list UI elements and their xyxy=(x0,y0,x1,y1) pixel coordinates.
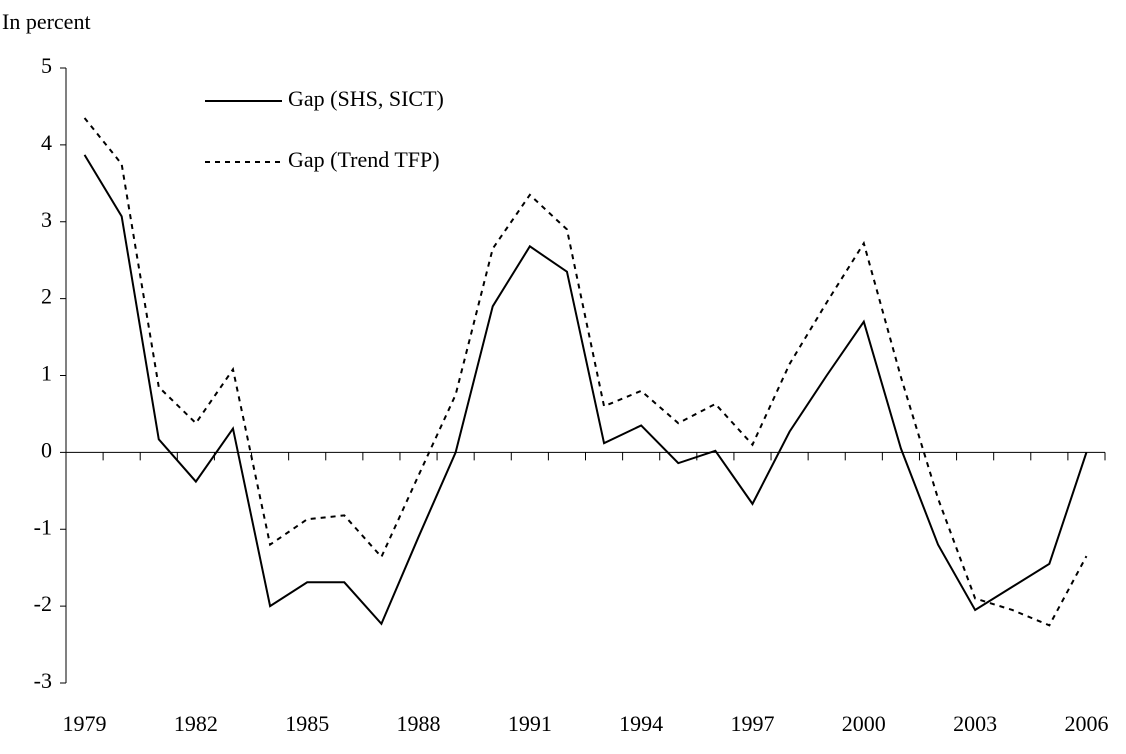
y-tick-label: 2 xyxy=(41,284,52,309)
x-tick-label: 2006 xyxy=(1064,711,1108,736)
x-tick-label: 1994 xyxy=(619,711,663,736)
y-tick-label: 4 xyxy=(41,130,52,155)
y-tick-label: -2 xyxy=(34,591,52,616)
x-tick-label: 1985 xyxy=(285,711,329,736)
y-tick-label: 3 xyxy=(41,207,52,232)
x-tick-label: 1979 xyxy=(63,711,107,736)
series-line xyxy=(83,117,1088,627)
legend-label: Gap (SHS, SICT) xyxy=(288,86,444,111)
legend-label: Gap (Trend TFP) xyxy=(288,147,440,172)
x-tick-label: 1982 xyxy=(174,711,218,736)
x-tick-label: 1988 xyxy=(397,711,441,736)
series-line xyxy=(83,154,1088,626)
y-tick-label: 1 xyxy=(41,361,52,386)
x-tick-label: 1991 xyxy=(508,711,552,736)
x-tick-label: 2000 xyxy=(842,711,886,736)
y-tick-label: -3 xyxy=(34,668,52,693)
y-tick-label: -1 xyxy=(34,514,52,539)
y-axis-label: In percent xyxy=(2,9,91,34)
x-tick-label: 1997 xyxy=(730,711,774,736)
x-tick-label: 2003 xyxy=(953,711,997,736)
y-tick-label: 5 xyxy=(41,53,52,78)
y-tick-label: 0 xyxy=(41,437,52,462)
